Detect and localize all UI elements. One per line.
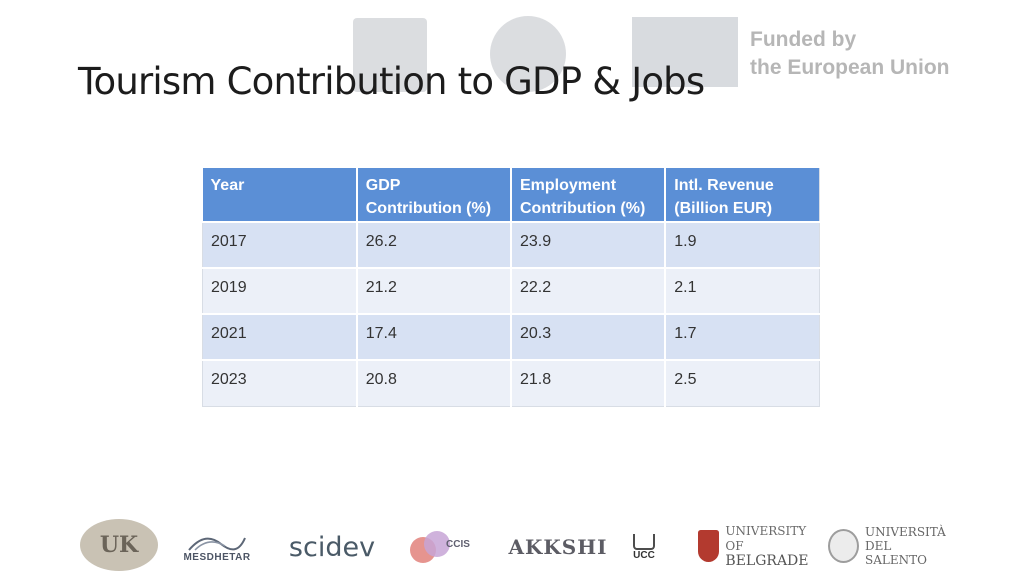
header-employment: Employment Contribution (%) [511,168,667,222]
cell-employment: 20.3 [511,313,667,360]
ccis-logo: CCIS [410,529,472,565]
cell-revenue: 1.9 [665,221,821,268]
scidev-label: scidev [288,531,376,563]
header-line: GDP [365,177,401,194]
belgrade-logo: UNIVERSITY OF BELGRADE [698,524,810,568]
belgrade-text: UNIVERSITY OF BELGRADE [725,524,810,569]
cell-gdp: 17.4 [356,313,513,360]
header-revenue: Intl. Revenue (Billion EUR) [665,168,821,222]
header-line: Contribution (%) [365,200,492,217]
salento-line2: DEL SALENTO [865,539,927,567]
header-gdp: GDP Contribution (%) [356,168,513,222]
scidev-logo: scidev [288,529,376,565]
akkshi-logo: AKKSHI [508,531,608,563]
akkshi-label: AKKSHI [508,535,608,559]
cell-revenue: 1.7 [665,313,821,360]
belgrade-name: BELGRADE [725,552,809,569]
slide-title: Tourism Contribution to GDP & Jobs [78,60,705,103]
belgrade-line2: BELGRADE [725,552,810,569]
eu-flag-logo [632,17,738,87]
cell-year: 2023 [201,359,358,407]
header-year: Year [202,168,358,222]
header-line: Year [210,177,245,194]
cell-revenue: 2.1 [665,267,821,314]
cell-employment: 21.8 [511,359,667,407]
ccis-label: CCIS [446,539,470,550]
partner-logo-1 [353,18,427,92]
cell-year: 2019 [201,267,358,314]
header-line: Intl. Revenue [674,177,774,194]
salento-seal-icon [828,529,860,563]
table-header-row: Year GDP Contribution (%) Employment Con… [202,168,821,222]
ucc-label: UCC [633,549,655,561]
salento-line1: UNIVERSITÀ [865,525,946,539]
mesdhetar-wave-icon [188,537,246,551]
partner-logo-2 [490,16,566,92]
uk-university-logo: UK [80,519,158,571]
header-line: Employment [520,177,617,194]
cell-year: 2021 [201,313,358,360]
ucc-logo: UCC [626,525,662,569]
uk-logo-text: UK [99,532,139,558]
footer-logos: UK MESDHETAR scidev CCIS AKKSHI UCC [0,515,1024,575]
eu-funding-notice: Funded by the European Union [750,26,990,82]
header-line: (Billion EUR) [674,200,773,217]
cell-employment: 22.2 [511,267,667,314]
table-row: 2017 26.2 23.9 1.9 [201,221,821,268]
belgrade-line1: UNIVERSITY OF [725,523,807,553]
data-table: Year GDP Contribution (%) Employment Con… [201,168,821,407]
cell-employment: 23.9 [511,221,667,268]
mesdhetar-label: MESDHETAR [183,551,251,563]
cell-year: 2017 [201,221,358,268]
mesdhetar-logo: MESDHETAR [180,527,254,567]
cell-revenue: 2.5 [665,359,821,407]
belgrade-shield-icon [698,530,720,562]
cell-gdp: 20.8 [356,359,513,407]
ucc-book-icon [633,533,655,550]
cell-gdp: 21.2 [356,267,513,314]
table-row: 2023 20.8 21.8 2.5 [201,359,821,407]
table-row: 2021 17.4 20.3 1.7 [201,313,821,360]
table-row: 2019 21.2 22.2 2.1 [201,267,821,314]
eu-funding-line1: Funded by [750,28,857,51]
salento-text: UNIVERSITÀ DEL SALENTO [865,525,948,567]
eu-funding-line2: the European Union [750,56,950,79]
cell-gdp: 26.2 [356,221,513,268]
header-line: Contribution (%) [520,200,646,217]
salento-logo: UNIVERSITÀ DEL SALENTO [828,525,948,567]
ccis-circle-icon [424,531,450,557]
